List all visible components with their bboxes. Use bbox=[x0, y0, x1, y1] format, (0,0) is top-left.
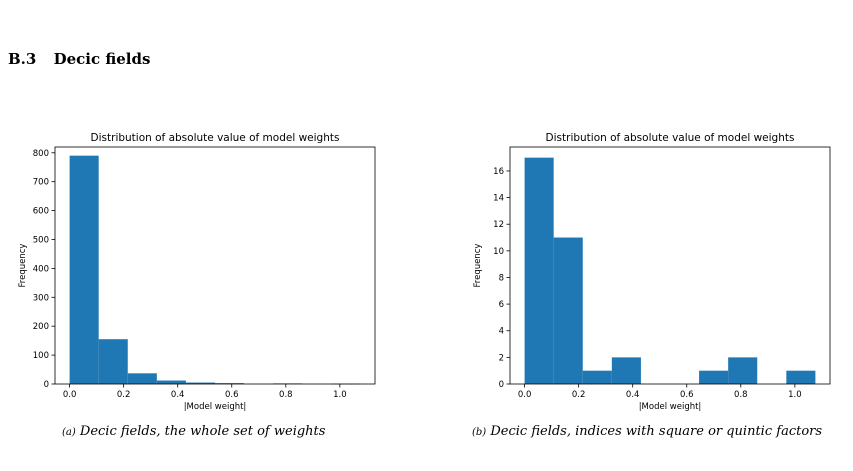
y-tick-label: 4 bbox=[499, 327, 504, 337]
x-tick-label: 0.4 bbox=[626, 390, 640, 400]
y-tick-label: 16 bbox=[493, 167, 504, 177]
histogram-bar bbox=[611, 357, 641, 384]
x-tick-label: 0.8 bbox=[279, 390, 293, 400]
histogram-bar bbox=[582, 370, 612, 384]
section-title: Decic fields bbox=[53, 50, 151, 68]
histogram-a: Distribution of absolute value of model … bbox=[18, 132, 376, 412]
figure-a: Distribution of absolute value of model … bbox=[0, 122, 400, 417]
y-tick-label: 400 bbox=[33, 264, 49, 274]
x-tick-label: 1.0 bbox=[788, 390, 802, 400]
y-tick-label: 300 bbox=[33, 293, 49, 303]
histogram-bar bbox=[215, 383, 245, 384]
y-tick-label: 8 bbox=[499, 273, 504, 283]
histogram-b: Distribution of absolute value of model … bbox=[473, 132, 831, 412]
x-axis-label: |Model weight| bbox=[639, 402, 702, 412]
histogram-bar bbox=[127, 373, 157, 384]
plot-frame bbox=[509, 146, 831, 385]
previous-page-text bbox=[0, 0, 853, 7]
histogram-bar bbox=[699, 370, 729, 384]
x-tick-label: 0.8 bbox=[734, 390, 748, 400]
histogram-bar bbox=[524, 157, 554, 384]
histogram-bar bbox=[69, 155, 99, 384]
y-tick-label: 6 bbox=[499, 300, 504, 310]
chart-title: Distribution of absolute value of model … bbox=[91, 132, 340, 144]
y-tick-label: 600 bbox=[33, 207, 49, 217]
y-tick-label: 0 bbox=[44, 380, 49, 390]
histogram-bar bbox=[786, 370, 816, 384]
y-tick-label: 14 bbox=[493, 194, 504, 204]
y-tick-label: 2 bbox=[499, 353, 504, 363]
caption-b: (b) Decic fields, indices with square or… bbox=[472, 424, 822, 439]
y-tick-label: 200 bbox=[33, 322, 49, 332]
x-tick-label: 0.4 bbox=[171, 390, 185, 400]
x-tick-label: 0.0 bbox=[518, 390, 532, 400]
y-tick-label: 100 bbox=[33, 351, 49, 361]
caption-a-tag: (a) bbox=[62, 427, 76, 438]
histogram-bar bbox=[728, 357, 758, 384]
histogram-bar bbox=[553, 237, 583, 384]
figure-b: Distribution of absolute value of model … bbox=[455, 122, 853, 417]
y-axis-label: Frequency bbox=[473, 244, 483, 288]
x-tick-label: 0.0 bbox=[63, 390, 77, 400]
histogram-bar bbox=[98, 339, 128, 384]
y-tick-label: 500 bbox=[33, 235, 49, 245]
caption-b-tag: (b) bbox=[472, 427, 487, 438]
caption-a: (a) Decic fields, the whole set of weigh… bbox=[62, 424, 325, 439]
x-tick-label: 0.2 bbox=[572, 390, 586, 400]
caption-b-text: Decic fields, indices with square or qui… bbox=[490, 424, 823, 439]
x-axis-label: |Model weight| bbox=[184, 402, 247, 412]
y-axis-label: Frequency bbox=[18, 244, 28, 288]
chart-title: Distribution of absolute value of model … bbox=[546, 132, 795, 144]
section-heading: B.3 Decic fields bbox=[8, 50, 150, 68]
histogram-bar bbox=[156, 380, 186, 384]
section-number: B.3 bbox=[8, 50, 37, 68]
caption-a-text: Decic fields, the whole set of weights bbox=[79, 424, 326, 439]
x-tick-label: 0.2 bbox=[117, 390, 131, 400]
y-tick-label: 10 bbox=[493, 247, 504, 257]
plot-frame bbox=[54, 146, 376, 385]
y-tick-label: 700 bbox=[33, 178, 49, 188]
x-tick-label: 0.6 bbox=[680, 390, 694, 400]
y-tick-label: 800 bbox=[33, 149, 49, 159]
x-tick-label: 1.0 bbox=[333, 390, 347, 400]
histogram-bar bbox=[185, 382, 215, 384]
x-tick-label: 0.6 bbox=[225, 390, 239, 400]
y-tick-label: 0 bbox=[499, 380, 504, 390]
y-tick-label: 12 bbox=[493, 220, 504, 230]
